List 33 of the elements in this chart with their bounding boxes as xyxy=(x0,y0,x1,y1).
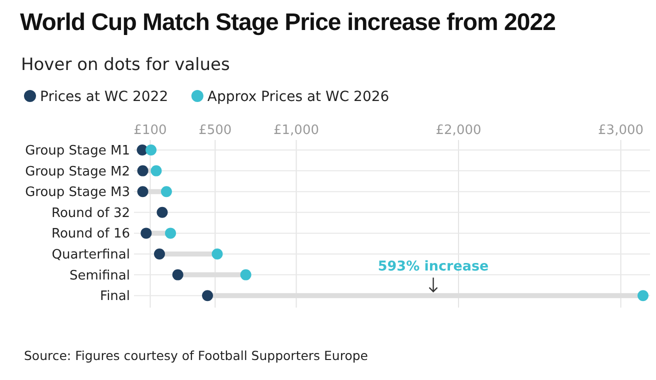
x-tick-label: £2,000 xyxy=(436,123,482,138)
annotation: 593% increase xyxy=(378,258,489,275)
chart-title: World Cup Match Stage Price increase from 2022 xyxy=(20,9,556,36)
y-tick-label: Quarterfinal xyxy=(52,248,130,262)
point xyxy=(160,186,172,198)
point xyxy=(150,165,162,176)
point xyxy=(172,269,184,280)
point xyxy=(156,206,168,218)
point xyxy=(202,290,214,302)
point xyxy=(137,186,148,198)
x-tick-label: £500 xyxy=(198,123,232,138)
point xyxy=(137,165,148,176)
y-tick-label: Semifinal xyxy=(69,268,130,284)
x-tick-label: £3,000 xyxy=(598,123,644,138)
y-tick-label: Group Stage M1 xyxy=(25,144,130,158)
y-tick-label: Round of 16 xyxy=(52,226,130,242)
point xyxy=(638,290,649,302)
x-tick-label: £100 xyxy=(134,123,167,138)
source-note: Source: Figures courtesy of Football Supporters Europe xyxy=(24,348,368,363)
point xyxy=(140,228,152,239)
chart-subtitle: Hover on dots for values xyxy=(21,55,230,75)
point xyxy=(165,228,176,239)
point xyxy=(146,144,157,156)
x-tick-label: £1,000 xyxy=(274,123,320,138)
y-tick-label: Round of 32 xyxy=(52,206,130,221)
point xyxy=(212,248,223,260)
legend-label: Prices at WC 2022 xyxy=(40,89,168,105)
y-tick-label: Final xyxy=(100,289,130,304)
y-tick-label: Group Stage M2 xyxy=(25,164,130,180)
legend-label: Approx Prices at WC 2026 xyxy=(207,89,390,105)
point xyxy=(154,248,165,260)
y-tick-label: Group Stage M3 xyxy=(25,185,130,200)
point xyxy=(240,269,252,280)
